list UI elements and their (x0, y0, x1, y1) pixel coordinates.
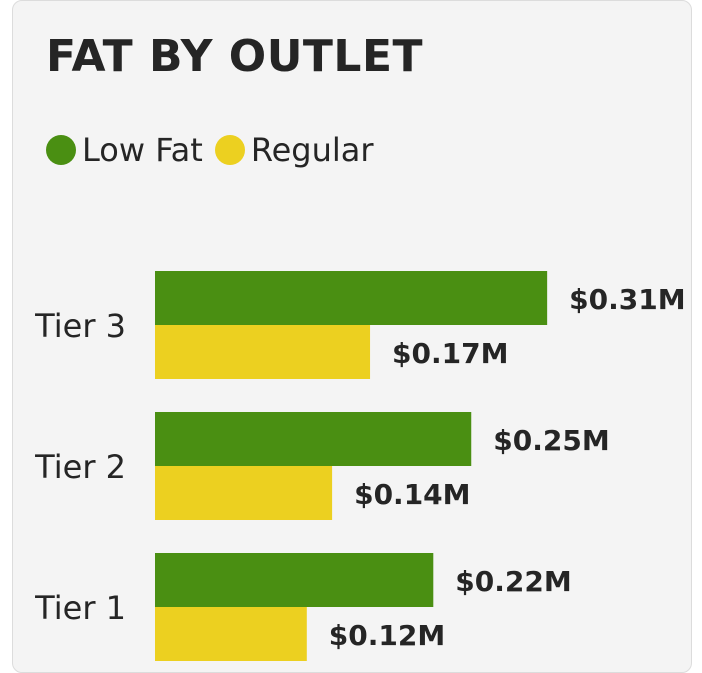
data-label-regular-tier-1: $0.12M (329, 619, 445, 652)
category-label-tier-3: Tier 3 (34, 307, 126, 345)
legend-label-low-fat: Low Fat (82, 131, 203, 169)
legend-item-low-fat[interactable]: Low Fat (46, 131, 203, 169)
bar-low-fat-tier-3[interactable] (155, 271, 548, 325)
bar-regular-tier-2[interactable] (155, 466, 333, 520)
data-label-low-fat-tier-2: $0.25M (493, 424, 609, 457)
bar-low-fat-tier-1[interactable] (155, 553, 434, 607)
legend-label-regular: Regular (250, 131, 374, 169)
bar-regular-tier-1[interactable] (155, 607, 307, 661)
chart-title: FAT BY OUTLET (46, 31, 424, 82)
category-label-tier-1: Tier 1 (34, 589, 126, 627)
data-label-regular-tier-2: $0.14M (354, 478, 470, 511)
category-label-tier-2: Tier 2 (34, 448, 126, 486)
data-label-low-fat-tier-1: $0.22M (455, 565, 571, 598)
data-label-low-fat-tier-3: $0.31M (569, 283, 685, 316)
legend-swatch-low-fat (46, 135, 76, 165)
bar-regular-tier-3[interactable] (155, 325, 371, 379)
legend-swatch-regular (214, 135, 245, 165)
bar-low-fat-tier-2[interactable] (155, 412, 472, 466)
legend-item-regular[interactable]: Regular (214, 131, 374, 169)
legend: Low Fat Regular (46, 131, 386, 169)
data-label-regular-tier-3: $0.17M (392, 337, 508, 370)
